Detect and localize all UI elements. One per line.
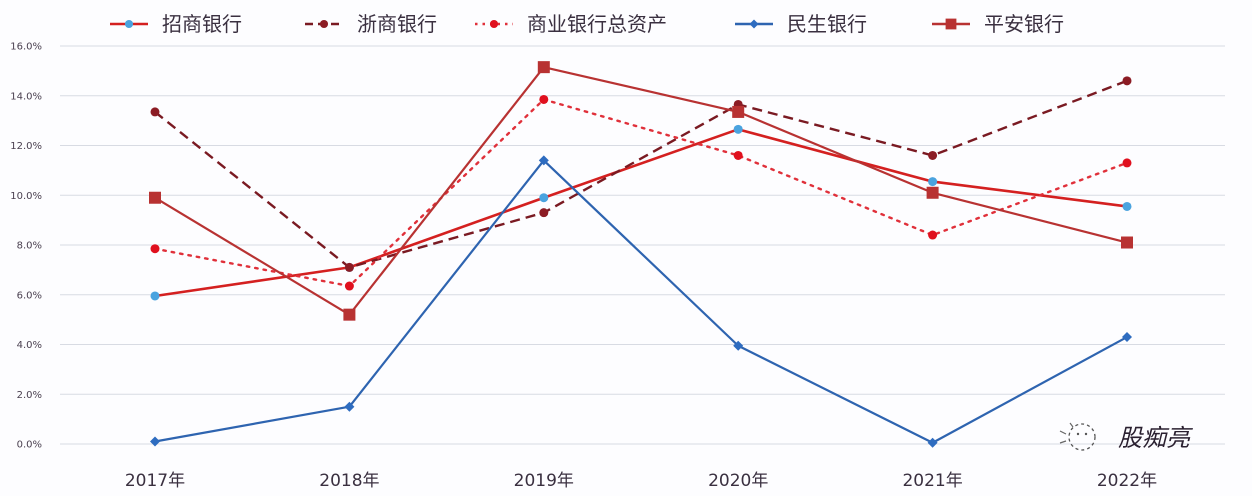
series-1 [150, 76, 1132, 272]
square-marker-icon [945, 18, 957, 30]
circle-marker-icon [928, 150, 938, 160]
x-tick-label: 2020年 [708, 471, 768, 491]
legend: 招商银行 浙商银行 商业银行总资产 民生银行 平安银行 [110, 12, 1064, 36]
series-lines [149, 61, 1133, 448]
circle-marker-icon [489, 19, 499, 29]
square-marker-icon [926, 186, 939, 199]
y-axis-ticks: 0.0% 2.0% 4.0% 6.0% 8.0% 10.0% 12.0% 14.0% 16.0% [10, 42, 42, 451]
legend-label: 民生银行 [787, 12, 867, 36]
circle-marker-icon [150, 244, 160, 254]
circle-marker-icon [1122, 76, 1132, 86]
y-tick-label: 12.0% [10, 141, 42, 152]
circle-marker-icon [539, 193, 549, 203]
legend-item-4: 平安银行 [932, 12, 1064, 36]
circle-marker-icon [1122, 158, 1132, 168]
series-line [154, 66, 1128, 316]
series-line [153, 98, 1129, 288]
series-line [154, 159, 1128, 444]
legend-item-0: 招商银行 [110, 12, 242, 36]
series-line [154, 79, 1128, 269]
legend-label: 商业银行总资产 [527, 12, 667, 36]
diamond-marker-icon [733, 340, 744, 351]
y-tick-label: 2.0% [17, 390, 42, 401]
circle-marker-icon [150, 107, 160, 117]
circle-marker-icon [928, 230, 938, 240]
diamond-marker-icon [927, 437, 938, 448]
watermark: 股痴亮 [1059, 422, 1193, 452]
legend-item-2: 商业银行总资产 [475, 12, 667, 36]
x-tick-label: 2022年 [1097, 471, 1157, 491]
square-marker-icon [732, 105, 745, 118]
square-marker-icon [343, 308, 356, 321]
circle-marker-icon [539, 208, 549, 218]
legend-label: 浙商银行 [357, 12, 437, 36]
diamond-marker-icon [749, 19, 759, 29]
legend-item-1: 浙商银行 [305, 12, 437, 36]
gridlines [60, 45, 1225, 445]
watermark-text: 股痴亮 [1118, 424, 1193, 452]
series-line [154, 128, 1128, 298]
circle-marker-icon [150, 291, 160, 301]
circle-marker-icon [733, 150, 743, 160]
y-tick-label: 0.0% [17, 440, 42, 451]
series-2 [150, 94, 1132, 291]
circle-marker-icon [319, 19, 329, 29]
series-0 [150, 124, 1132, 301]
x-tick-label: 2019年 [514, 471, 574, 491]
smiley-logo-icon [1059, 422, 1096, 451]
diamond-marker-icon [1122, 332, 1132, 343]
circle-marker-icon [1122, 201, 1132, 211]
x-tick-label: 2017年 [125, 471, 185, 491]
y-tick-label: 4.0% [17, 340, 42, 351]
square-marker-icon [149, 191, 161, 204]
circle-marker-icon [733, 124, 743, 134]
circle-marker-icon [124, 19, 134, 29]
x-tick-label: 2021年 [902, 471, 962, 491]
y-tick-label: 8.0% [17, 241, 42, 252]
x-tick-label: 2018年 [319, 471, 379, 491]
y-tick-label: 10.0% [10, 191, 42, 202]
series-4 [149, 61, 1133, 321]
y-tick-label: 16.0% [10, 42, 42, 53]
circle-marker-icon [539, 94, 549, 104]
circle-marker-icon [344, 281, 354, 291]
legend-label: 招商银行 [162, 12, 242, 36]
x-axis-ticks: 2017年 2018年 2019年 2020年 2021年 2022年 [125, 471, 1157, 491]
diamond-marker-icon [538, 155, 549, 166]
square-marker-icon [537, 61, 550, 74]
legend-item-3: 民生银行 [735, 12, 867, 36]
square-marker-icon [1121, 236, 1133, 249]
y-tick-label: 14.0% [10, 91, 42, 102]
diamond-marker-icon [150, 436, 160, 447]
diamond-marker-icon [344, 401, 355, 412]
circle-marker-icon [928, 177, 938, 187]
y-tick-label: 6.0% [17, 290, 42, 301]
legend-label: 平安银行 [984, 12, 1064, 36]
series-3 [150, 155, 1132, 448]
circle-marker-icon [344, 262, 354, 272]
